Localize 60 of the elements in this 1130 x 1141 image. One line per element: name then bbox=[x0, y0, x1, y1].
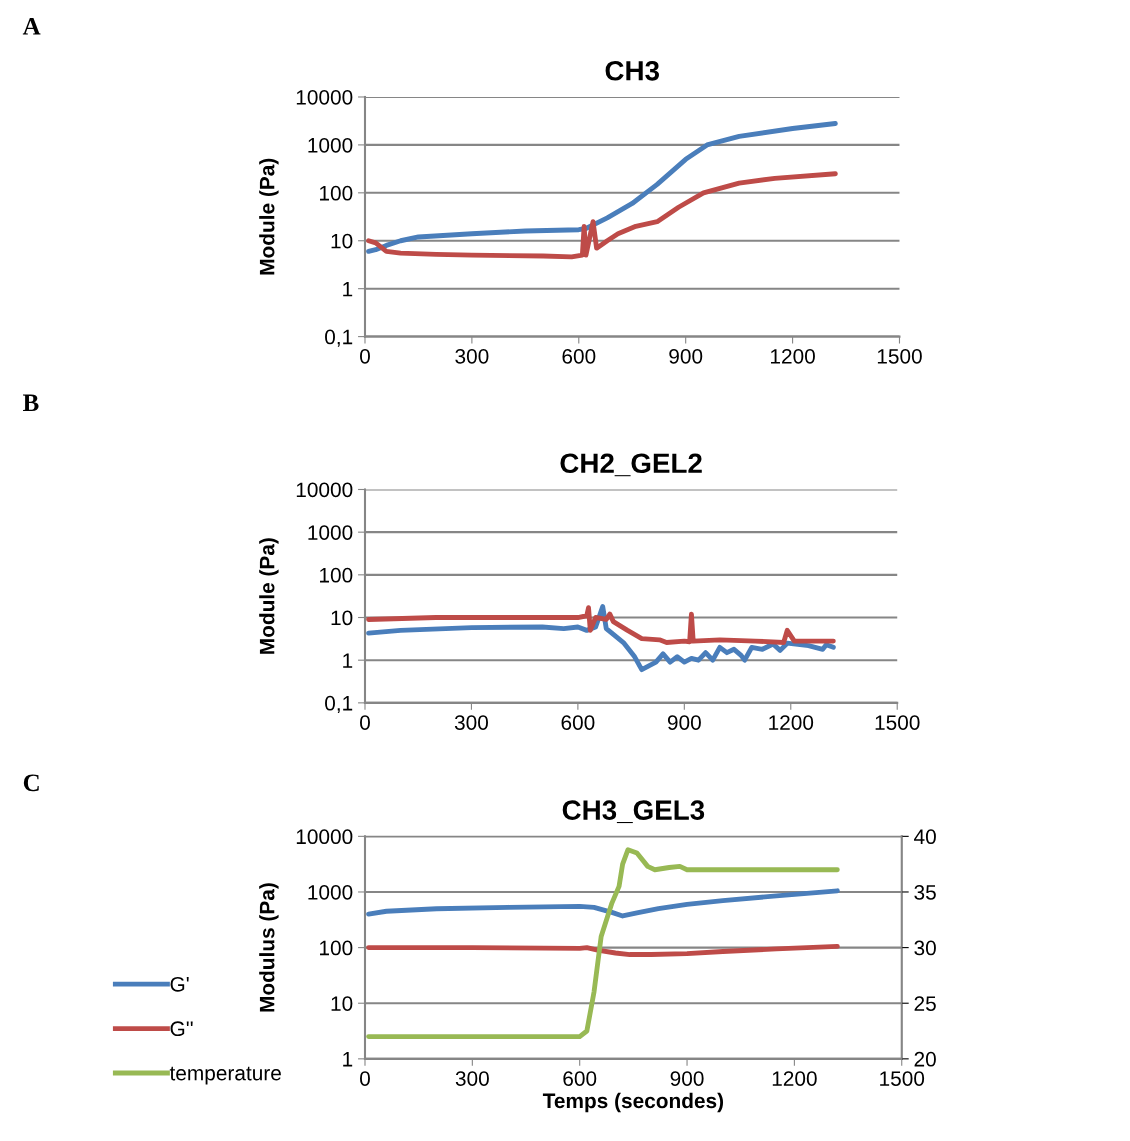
text: A bbox=[22, 17, 41, 35]
legend-label: G' bbox=[170, 976, 189, 992]
x-tick-label: 1200 bbox=[771, 348, 815, 364]
y-tick-label: 1000 bbox=[308, 525, 353, 540]
x-tick-label: 0 bbox=[360, 348, 370, 364]
y-tick-label: 100 bbox=[320, 185, 353, 201]
y2-tick-label: 30 bbox=[914, 940, 936, 956]
x-tick-label: 1200 bbox=[769, 715, 814, 730]
x-axis-title: Temps (secondes) bbox=[542, 1092, 724, 1113]
x-tick-label: 300 bbox=[455, 348, 489, 364]
y-tick-label: 10000 bbox=[296, 89, 353, 105]
x-tick-label: 600 bbox=[562, 348, 596, 364]
y-axis-title: Modulus (Pa) bbox=[259, 883, 279, 1012]
y2-tick-label: 25 bbox=[914, 996, 936, 1011]
y-tick-label: 1 bbox=[343, 281, 353, 297]
x-tick-label: 1200 bbox=[772, 1071, 817, 1086]
x-tick-label: 1500 bbox=[877, 348, 922, 364]
y-tick-label: 1000 bbox=[308, 884, 353, 900]
y-axis-title: Module (Pa) bbox=[259, 538, 279, 654]
x-tick-label: 300 bbox=[454, 715, 488, 730]
x-tick-label: 900 bbox=[670, 1071, 704, 1086]
y-tick-label: 10 bbox=[331, 996, 353, 1011]
y2-tick-label: 35 bbox=[914, 884, 936, 900]
y2-tick-label: 20 bbox=[914, 1051, 936, 1067]
chart-title: CH3_GEL3 bbox=[562, 800, 705, 824]
x-tick-label: 600 bbox=[563, 1071, 597, 1086]
legend-label: temperature bbox=[169, 1066, 281, 1085]
y-tick-label: 0,1 bbox=[325, 695, 353, 714]
y-tick-label: 10 bbox=[331, 233, 353, 249]
text: B bbox=[23, 394, 39, 412]
y-tick-label: 1 bbox=[343, 653, 353, 668]
line-series bbox=[366, 888, 840, 919]
y-tick-label: 100 bbox=[320, 940, 353, 956]
x-tick-label: 1500 bbox=[875, 715, 920, 730]
y-tick-label: 100 bbox=[320, 567, 353, 583]
line-series bbox=[366, 171, 838, 260]
line-series bbox=[366, 943, 840, 957]
x-tick-label: 600 bbox=[561, 715, 595, 730]
x-tick-label: 900 bbox=[667, 715, 701, 730]
x-tick-label: 0 bbox=[360, 1071, 370, 1086]
y2-tick-label: 40 bbox=[914, 829, 936, 845]
y-axis-title: Module (Pa) bbox=[259, 158, 279, 275]
text: C bbox=[23, 774, 39, 792]
y-tick-label: 1 bbox=[343, 1052, 353, 1067]
line-series bbox=[366, 847, 840, 1040]
x-tick-label: 300 bbox=[455, 1071, 489, 1086]
y-tick-label: 0,1 bbox=[325, 329, 353, 347]
x-tick-label: 1500 bbox=[880, 1071, 925, 1086]
y-tick-label: 10 bbox=[331, 610, 353, 626]
x-tick-label: 0 bbox=[360, 715, 370, 730]
legend-label: G'' bbox=[170, 1021, 193, 1037]
x-tick-label: 900 bbox=[669, 348, 703, 364]
chart-title: CH3 bbox=[605, 60, 660, 81]
line-series bbox=[366, 604, 836, 673]
y-tick-label: 10000 bbox=[296, 829, 353, 845]
line-series bbox=[366, 605, 836, 645]
chart-title: CH2_GEL2 bbox=[560, 453, 702, 477]
y-tick-label: 10000 bbox=[296, 482, 353, 498]
line-series bbox=[366, 121, 838, 254]
y-tick-label: 1000 bbox=[308, 137, 353, 153]
